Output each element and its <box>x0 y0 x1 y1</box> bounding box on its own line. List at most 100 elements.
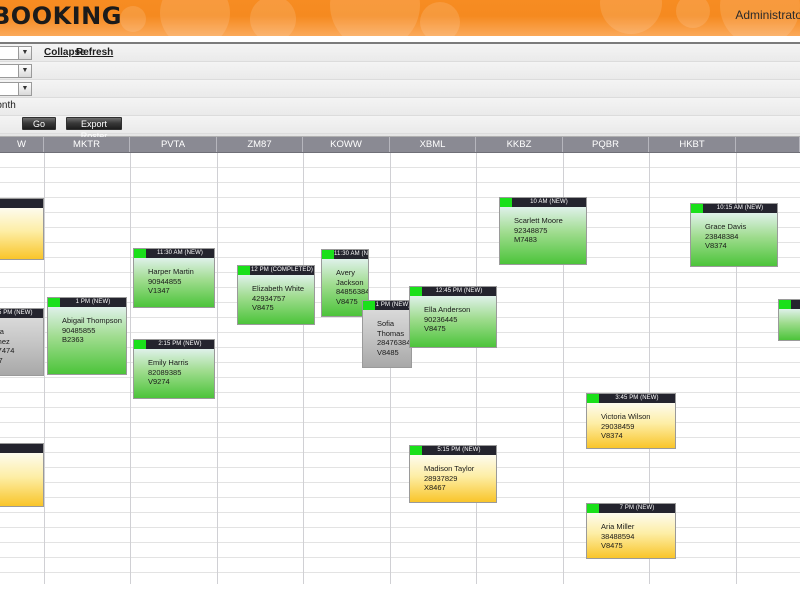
chevron-down-icon[interactable]: ▼ <box>18 47 31 59</box>
status-badge <box>587 394 599 403</box>
appointment-time-label: 1:15 PM (NEW) <box>0 310 33 316</box>
appointment-header: 12:45 PM (NEW) <box>410 287 496 296</box>
appointment-card[interactable]: 10 AM (NEW) Scarlett Moore 92348875 M7483 <box>499 197 587 265</box>
column-header-w[interactable]: W <box>0 137 44 152</box>
collapse-link[interactable]: Collapse <box>44 47 86 58</box>
column-header-xbml[interactable]: XBML <box>390 137 476 152</box>
column-divider <box>217 153 218 584</box>
schedule-grid: W MKTR PVTA ZM87 KOWW XBML KKBZ PQBR HKBT rk48 1:… <box>0 137 800 584</box>
booking-reference: V1347 <box>148 286 170 295</box>
column-header-label: MKTR <box>73 139 100 150</box>
column-divider <box>44 153 45 584</box>
appointment-card[interactable]: 1 PM (NEW) Abigail Thompson 90485855 B2363 <box>47 297 127 375</box>
appointment-card[interactable]: 1 PM (NEW) Sofia Thomas 28476384 V8485 <box>362 300 412 368</box>
column-header-label: W <box>17 139 26 150</box>
appointment-header: 1:15 PM (NEW) <box>0 309 43 318</box>
appointment-card[interactable]: 12:45 PM (NEW) Ella Anderson 90236445 V8475 <box>409 286 497 348</box>
customer-name: Ella Anderson <box>424 305 471 314</box>
appointment-header: 2:15 PM (NEW) <box>134 340 214 349</box>
status-badge <box>134 249 146 258</box>
filter-row-actions: Go Export Roster <box>0 116 800 141</box>
customer-name: arcia <box>0 462 43 472</box>
column-header-row: W MKTR PVTA ZM87 KOWW XBML KKBZ PQBR HKBT <box>0 137 800 153</box>
column-divider <box>130 153 131 584</box>
filter-select-3[interactable]: ▼ <box>0 82 32 96</box>
decor-bubble <box>250 0 296 36</box>
customer-phone: 92348875 <box>514 225 548 235</box>
customer-phone: 90944855 <box>148 276 182 286</box>
column-divider <box>476 153 477 584</box>
filter-row-2: ▼ <box>0 62 800 80</box>
customer-name-line2: Jackson <box>336 277 364 287</box>
column-header-koww[interactable]: KOWW <box>303 137 390 152</box>
chevron-down-icon[interactable]: ▼ <box>18 65 31 77</box>
appointment-card[interactable]: 11:30 AM (NEW) Harper Martin 90944855 V1347 <box>133 248 215 308</box>
booking-reference: V8485 <box>377 347 399 357</box>
appointment-details: Scarlett Moore 92348875 M7483 <box>500 207 586 264</box>
customer-phone: 98737474 <box>0 346 15 355</box>
filter-select-1[interactable]: ▼ <box>0 46 32 60</box>
column-header-blank[interactable] <box>736 137 800 152</box>
appointment-card[interactable]: 5:15 PM (NEW) Madison Taylor 28937829 X8467 <box>409 445 497 503</box>
appointment-time-label: 12 PM (COMPLETED) <box>250 267 314 273</box>
appointment-card[interactable]: 1:15 PM (NEW) AmeliaMartinez98737474V9487 <box>0 308 44 376</box>
chevron-down-icon[interactable]: ▼ <box>18 83 31 95</box>
customer-name-line2: Thomas <box>377 328 405 338</box>
appointment-time-label: 1 PM (NEW) <box>75 299 111 305</box>
appointment-header: 10 AM (NEW) <box>500 198 586 207</box>
column-header-label: ZM87 <box>247 139 272 150</box>
customer-name: Elizabeth White <box>252 284 305 293</box>
month-radio-label[interactable]: Month <box>0 100 16 111</box>
appointment-card[interactable]: 7 PM (NEW) Aria Miller 38488594 V8475 <box>586 503 676 559</box>
appointment-details: arcia3 <box>0 453 43 506</box>
customer-phone: 84856384 <box>336 287 369 296</box>
grid-body[interactable]: rk48 1:15 PM (NEW) AmeliaMartinez98737474V… <box>0 153 800 584</box>
status-badge <box>500 198 512 207</box>
column-header-pqbr[interactable]: PQBR <box>563 137 649 152</box>
appointment-card[interactable]: arcia3 <box>0 443 44 507</box>
appointment-details: Grace Davis 23848384 V8374 <box>691 213 777 266</box>
status-badge <box>48 298 60 307</box>
appointment-details: Emily Harris 82089385 V9274 <box>134 349 214 398</box>
appointment-header: 1 PM (NEW) <box>48 298 126 307</box>
appointment-time-label: 10 AM (NEW) <box>530 199 568 205</box>
customer-phone: 28476384 <box>377 338 411 347</box>
booking-reference: V8374 <box>601 431 623 440</box>
status-badge <box>410 446 422 455</box>
appointment-card[interactable]: 10:15 AM (NEW) Grace Davis 23848384 V8374 <box>690 203 778 267</box>
customer-phone: 82089385 <box>148 367 182 377</box>
appointment-card[interactable]: 2:15 PM (NEW) Emily Harris 82089385 V9274 <box>133 339 215 399</box>
booking-reference: V9274 <box>148 377 170 386</box>
app-logo: BOOKING <box>0 2 122 30</box>
status-badge <box>587 504 599 513</box>
appointment-header <box>0 444 43 453</box>
appointment-details: AmeliaMartinez98737474V9487 <box>0 318 43 375</box>
appointment-card[interactable]: rk48 <box>0 198 44 260</box>
filter-panel: ▼ Collapse Refresh ▼ ▼ Month Go Export R… <box>0 42 800 141</box>
customer-name: Sofia <box>377 319 395 328</box>
customer-name: Scarlett Moore <box>514 216 563 225</box>
appointment-time-label: 2:15 PM (NEW) <box>158 341 202 347</box>
appointment-card[interactable]: 12 PM (COMPLETED) Elizabeth White 42934757… <box>237 265 315 325</box>
customer-phone: 90485855 <box>62 325 96 335</box>
filter-select-2[interactable]: ▼ <box>0 64 32 78</box>
booking-reference: V8475 <box>336 296 358 306</box>
appointment-card[interactable]: 3:45 PM (NEW) Victoria Wilson 29038459 V837… <box>586 393 676 449</box>
customer-name: Avery <box>336 268 356 277</box>
appointment-time-label <box>0 199 43 208</box>
export-roster-button[interactable]: Export Roster <box>66 117 122 141</box>
appointment-time-label: 12:45 PM (NEW) <box>435 288 483 294</box>
column-header-zm87[interactable]: ZM87 <box>217 137 303 152</box>
column-header-hkbt[interactable]: HKBT <box>649 137 736 152</box>
appointment-time-label: 3:45 PM (NEW) <box>615 395 659 401</box>
customer-name: Harper Martin <box>148 267 194 276</box>
column-header-pvta[interactable]: PVTA <box>130 137 217 152</box>
refresh-link[interactable]: Refresh <box>76 47 114 58</box>
column-divider <box>303 153 304 584</box>
appointment-header: 7 PM (NEW) <box>587 504 675 513</box>
appointment-card[interactable] <box>778 299 800 341</box>
column-header-mktr[interactable]: MKTR <box>44 137 130 152</box>
column-header-kkbz[interactable]: KKBZ <box>476 137 563 152</box>
go-button[interactable]: Go <box>22 117 56 130</box>
